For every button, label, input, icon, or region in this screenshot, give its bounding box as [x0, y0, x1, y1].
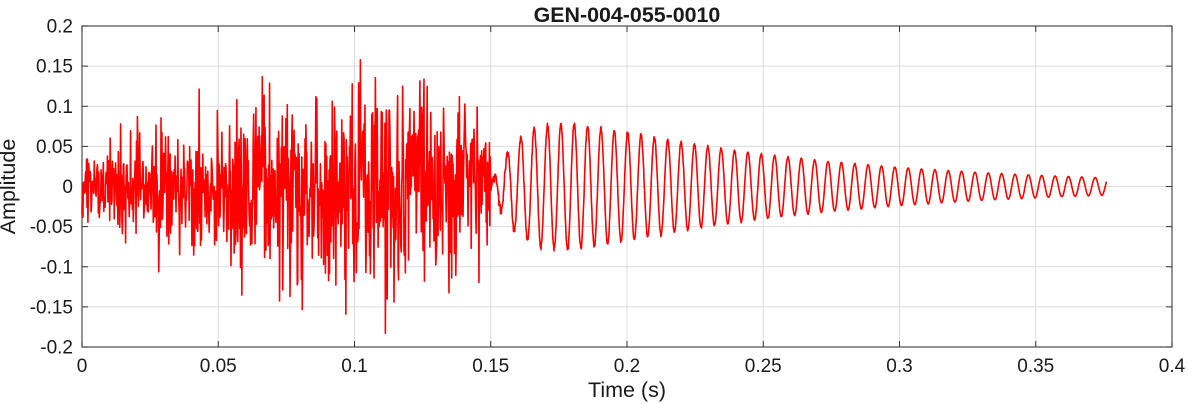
svg-text:0.4: 0.4 — [1159, 356, 1186, 377]
svg-text:GEN-004-055-0010: GEN-004-055-0010 — [534, 3, 721, 27]
svg-text:0.1: 0.1 — [341, 356, 367, 377]
svg-text:0.25: 0.25 — [745, 356, 782, 377]
svg-text:0.1: 0.1 — [47, 97, 73, 118]
svg-text:0.35: 0.35 — [1017, 356, 1054, 377]
svg-text:0.2: 0.2 — [47, 17, 73, 38]
svg-text:0: 0 — [62, 177, 73, 198]
svg-text:-0.15: -0.15 — [30, 297, 73, 318]
svg-text:0.2: 0.2 — [614, 356, 640, 377]
svg-text:Time (s): Time (s) — [588, 378, 666, 402]
svg-text:0.15: 0.15 — [472, 356, 509, 377]
svg-text:0.05: 0.05 — [36, 137, 73, 158]
svg-text:0: 0 — [77, 356, 88, 377]
svg-text:0.05: 0.05 — [200, 356, 237, 377]
svg-text:Amplitude: Amplitude — [0, 139, 20, 235]
svg-text:0.15: 0.15 — [36, 57, 73, 78]
svg-text:0.3: 0.3 — [886, 356, 912, 377]
svg-text:-0.05: -0.05 — [30, 217, 73, 238]
svg-text:-0.2: -0.2 — [40, 338, 73, 359]
svg-text:-0.1: -0.1 — [40, 257, 73, 278]
